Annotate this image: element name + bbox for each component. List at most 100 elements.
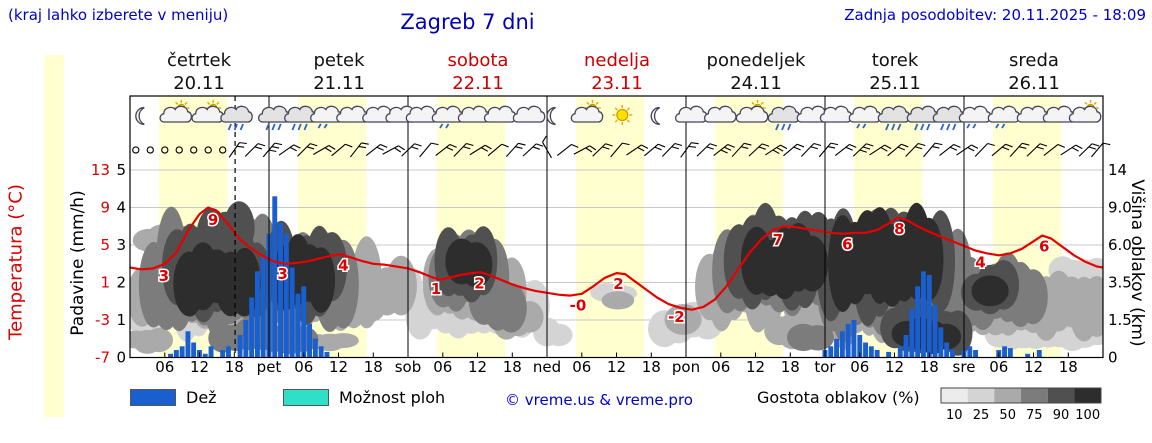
wind-barb-icon xyxy=(610,142,630,158)
hour-tick-label: 18 xyxy=(364,358,383,376)
precip-bar xyxy=(301,286,307,358)
wind-barb-icon xyxy=(349,142,369,158)
hour-tick-label: 06 xyxy=(294,358,313,376)
wind-barb-icon xyxy=(818,142,839,158)
weather-icon-partly xyxy=(191,99,224,123)
wind-barb-icon xyxy=(748,143,770,157)
temp-value-label: 6 xyxy=(1039,238,1049,256)
wind-barb-icon xyxy=(435,143,457,156)
sun-ray xyxy=(216,101,220,105)
precip-bar xyxy=(208,346,214,358)
wind-barb-icon xyxy=(1090,142,1111,158)
raindrop-icon xyxy=(952,123,957,131)
wind-barb-icon xyxy=(869,144,892,156)
hour-tick-label: 18 xyxy=(920,358,939,376)
raindrop-icon xyxy=(233,123,238,131)
wind-barb-icon xyxy=(505,142,526,158)
day-date: 24.11 xyxy=(730,73,782,94)
wind-calm-icon xyxy=(132,146,140,154)
wind-barb-icon xyxy=(626,144,649,156)
wind-barb-icon xyxy=(713,143,735,156)
wind-barb-icon xyxy=(487,143,509,157)
temp-value-label: 1 xyxy=(431,280,441,298)
cloud-tick-label: 6.0 xyxy=(1108,236,1132,254)
density-swatch xyxy=(1021,388,1048,403)
wind-barb-icon xyxy=(469,144,492,156)
raindrop-icon xyxy=(297,123,302,131)
cloud-shape-icon xyxy=(220,105,253,123)
cloud-blob xyxy=(664,304,702,335)
left-accent-strip xyxy=(44,55,64,417)
wind-barb-icon xyxy=(783,143,805,157)
wind-barb-icon xyxy=(556,143,579,156)
weather-icons xyxy=(135,99,1102,131)
wind-barb-icon xyxy=(278,144,301,156)
precip-bar xyxy=(226,346,231,358)
density-tick-label: 100 xyxy=(1075,408,1100,423)
cloud-tick-label: 3.5 xyxy=(1108,274,1132,292)
rain-legend-swatch xyxy=(130,389,176,406)
precip-bar xyxy=(938,327,944,358)
temp-axis-label: Temperatura (°C) xyxy=(5,184,27,340)
sun-ray xyxy=(207,101,211,105)
temp-line xyxy=(129,206,1104,311)
raindrop-icon xyxy=(862,123,867,129)
precip-bar xyxy=(973,350,978,358)
wind-row xyxy=(132,135,1111,159)
wind-barb-icon xyxy=(419,142,439,158)
precip-bar xyxy=(834,338,839,358)
raindrop-icon xyxy=(445,123,450,129)
raindrop-icon xyxy=(995,123,1000,129)
precip-bar xyxy=(863,342,868,358)
cloud-axis-label: Višina oblakov (km) xyxy=(1127,179,1147,347)
wind-calm-icon xyxy=(175,146,183,154)
precip-bar xyxy=(312,338,318,358)
precip-tick-label: 2 xyxy=(116,274,126,292)
wind-barb-icon xyxy=(1078,143,1100,157)
wind-barb-icon xyxy=(331,143,353,157)
wind-calm-icon xyxy=(190,146,198,154)
wind-barb-icon xyxy=(1060,144,1083,156)
precip-bar xyxy=(307,323,312,358)
weather-icon-cloud xyxy=(512,105,546,123)
day-name: torek xyxy=(871,50,919,71)
day-name: sobota xyxy=(447,50,509,71)
precip-bar xyxy=(295,293,301,358)
wind-barb-icon xyxy=(644,143,666,157)
sun-ray xyxy=(760,101,764,105)
last-update: Zadnja posodobitev: 20.11.2025 - 18:09 xyxy=(844,6,1146,24)
sun-ray xyxy=(184,101,188,105)
copyright-link[interactable]: © vreme.us & vreme.pro xyxy=(505,391,693,409)
hour-tick-label: 18 xyxy=(781,358,800,376)
hour-tick-label: 06 xyxy=(711,358,730,376)
precip-bar xyxy=(289,267,295,358)
hour-tick-label: 12 xyxy=(607,358,626,376)
wind-barb-icon xyxy=(453,142,474,157)
precip-bar xyxy=(903,335,909,358)
sun-ray xyxy=(1093,101,1097,105)
precip-bar xyxy=(839,331,845,358)
precip-tick-label: 3 xyxy=(116,236,126,254)
cloud-shape-icon xyxy=(159,105,193,123)
day-date: 23.11 xyxy=(591,73,643,94)
cloud-shape-icon xyxy=(1068,105,1102,123)
raindrop-icon xyxy=(781,123,786,131)
precip-bar xyxy=(191,342,197,358)
wind-barb-icon xyxy=(244,143,266,157)
density-swatch xyxy=(967,388,995,403)
cloud-blob xyxy=(459,242,493,288)
weather-icon-sunny xyxy=(612,105,633,125)
precip-bar xyxy=(921,271,926,358)
hour-tick-label: 12 xyxy=(885,358,904,376)
wind-barb-icon xyxy=(1009,142,1030,158)
hour-tick-label: 18 xyxy=(1059,358,1078,376)
sun-ray xyxy=(586,101,590,105)
raindrop-icon xyxy=(946,123,951,131)
sun-ray xyxy=(614,107,618,111)
cloud-blob xyxy=(544,323,573,347)
weather-icon-partly xyxy=(1068,99,1102,123)
precip-bar xyxy=(249,297,255,358)
precip-bar xyxy=(944,342,950,358)
wind-barb-icon xyxy=(905,142,926,157)
